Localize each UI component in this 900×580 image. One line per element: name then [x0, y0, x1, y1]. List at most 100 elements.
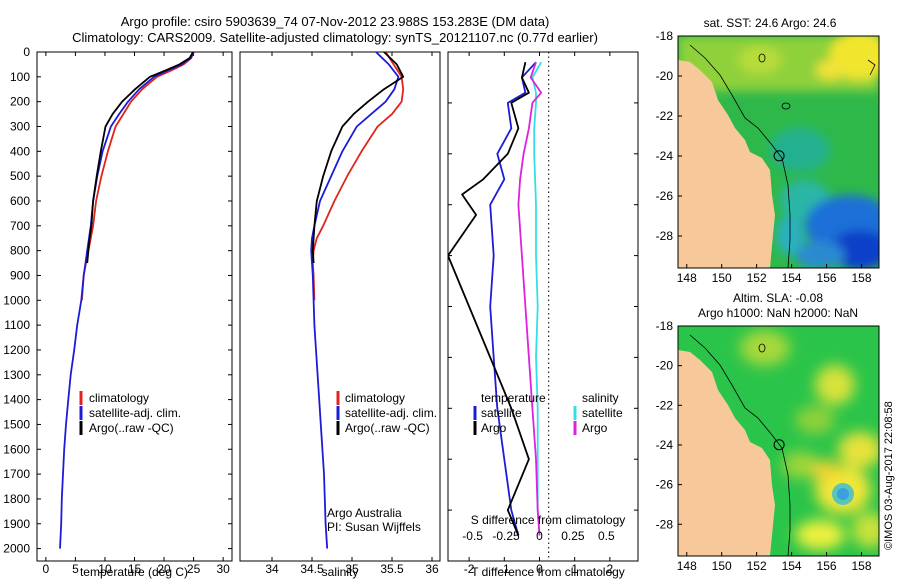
s-difference-tick-label: -0.25: [492, 529, 520, 543]
latitude-tick-label: -28: [656, 229, 674, 243]
principal-investigator-note: PI: Susan Wijffels: [327, 520, 421, 534]
latitude-tick-label: -20: [656, 69, 674, 83]
temperature-axis-ticks: 0 5 10 15 20 25 30: [43, 52, 230, 576]
longitude-tick-label: 152: [747, 271, 767, 285]
s-difference-axis-ticks: -0.5 -0.25 0 0.25 0.5: [462, 529, 615, 543]
latitude-tick-label: -24: [656, 149, 674, 163]
legend-temperature-satellite-label: satellite: [481, 406, 522, 420]
latitude-tick-label: -26: [656, 189, 674, 203]
series-line-argo-raw-qc-: [311, 52, 405, 264]
depth-tick-label: 1000: [3, 293, 30, 307]
x-tick-label: 35.5: [380, 562, 404, 576]
x-tick-label: 0: [43, 562, 50, 576]
latitude-tick-label: -26: [656, 478, 674, 492]
legend-satellite-label: satellite-adj. clim.: [89, 406, 181, 420]
depth-tick-label: 100: [10, 70, 30, 84]
series-line-salinity-argo: [517, 61, 543, 536]
sst-longitude-ticks: 148 150 152 154 156 158: [677, 264, 872, 285]
depth-tick-label: 1800: [3, 492, 30, 506]
series-line-satellite-adj-clim-: [59, 52, 195, 549]
depth-tick-label: 0: [23, 45, 30, 59]
sla-profile-location-marker: [773, 439, 785, 451]
sla-bathymetry-contour: [689, 334, 791, 556]
sla-contour-ring: [758, 343, 766, 353]
difference-axes-frame: [447, 51, 639, 562]
x-tick-label: 2: [607, 562, 614, 576]
longitude-tick-label: 158: [852, 559, 872, 573]
salinity-axis-ticks: 34 34.5 35 35.5 36: [265, 52, 439, 576]
t-difference-axis-ticks: -2 -1 0 1 2: [448, 51, 638, 576]
x-tick-label: 5: [72, 562, 79, 576]
legend-salinity-argo-label: Argo: [582, 421, 608, 435]
temperature-axis-label: temperature (deg C): [80, 565, 188, 579]
longitude-tick-label: 150: [712, 559, 732, 573]
sst-land-mass: [678, 60, 775, 268]
longitude-tick-label: 148: [677, 271, 697, 285]
depth-tick-label: 400: [10, 144, 30, 158]
x-tick-label: 34: [265, 562, 279, 576]
depth-tick-label: 2000: [3, 542, 30, 556]
sst-contour-ring: [758, 53, 766, 63]
x-tick-label: 15: [128, 562, 142, 576]
sst-profile-location-marker: [773, 150, 785, 162]
figure-title-line2: Climatology: CARS2009. Satellite-adjuste…: [72, 30, 598, 45]
depth-tick-label: 1400: [3, 393, 30, 407]
difference-legend: temperature satellite Argo salinity sate…: [473, 391, 623, 435]
latitude-tick-label: -20: [656, 359, 674, 373]
sla-map-panel: Altim. SLA: -0.08 Argo h1000: NaN h2000:…: [656, 291, 880, 573]
depth-tick-label: 1300: [3, 368, 30, 382]
s-difference-tick-label: 0: [536, 529, 543, 543]
difference-panel: -2 -1 0 1 2 temperature satellite Argo salin…: [447, 51, 639, 579]
depth-tick-label: 900: [10, 268, 30, 282]
sst-bathymetry-contour: [689, 44, 791, 268]
salinity-axes-frame: [239, 51, 441, 562]
s-difference-tick-label: 0.25: [561, 529, 585, 543]
legend-salinity-heading: salinity: [582, 391, 619, 405]
sst-latitude-ticks: -18 -20 -22 -24 -26 -28: [656, 29, 682, 243]
legend-salinity-satellite-label: satellite: [582, 406, 623, 420]
depth-tick-label: 1700: [3, 467, 30, 481]
sla-low-anomaly-core: [837, 488, 849, 500]
temperature-legend: climatology satellite-adj. clim. Argo(..…: [79, 391, 181, 435]
legend-climatology-label: climatology: [89, 391, 149, 405]
x-tick-label: 10: [98, 562, 112, 576]
legend-satellite-label: satellite-adj. clim.: [345, 406, 437, 420]
sst-map-panel: sat. SST: 24.6 Argo: 24.6 -1: [656, 16, 880, 285]
sla-map-title-line2: Argo h1000: NaN h2000: NaN: [698, 306, 858, 320]
s-difference-axis-label: S difference from climatology: [471, 513, 626, 527]
difference-profile-lines: [448, 61, 543, 536]
x-tick-label: 1: [571, 562, 578, 576]
argo-australia-note: Argo Australia: [327, 506, 402, 520]
longitude-tick-label: 158: [852, 271, 872, 285]
x-tick-label: -2: [464, 562, 475, 576]
latitude-tick-label: -22: [656, 398, 674, 412]
salinity-panel: 34 34.5 35 35.5 36 climatology satellite-adj…: [239, 51, 441, 579]
x-tick-label: 0: [536, 562, 543, 576]
depth-tick-label: 600: [10, 194, 30, 208]
temperature-panel: 0100200300400500600700800900100011001200…: [3, 45, 440, 579]
longitude-tick-label: 154: [782, 271, 802, 285]
salinity-axis-label: salinity: [322, 565, 359, 579]
latitude-tick-label: -22: [656, 109, 674, 123]
depth-tick-label: 200: [10, 95, 30, 109]
sla-land-mass: [678, 350, 775, 556]
temperature-profile-lines: [59, 52, 195, 549]
legend-temperature-heading: temperature: [481, 391, 546, 405]
legend-climatology-label: climatology: [345, 391, 405, 405]
series-line-argo-raw-qc-: [86, 52, 194, 264]
sst-map-title: sat. SST: 24.6 Argo: 24.6: [704, 16, 837, 30]
x-tick-label: -1: [499, 562, 510, 576]
x-tick-label: 20: [157, 562, 171, 576]
latitude-tick-label: -28: [656, 517, 674, 531]
salinity-legend: climatology satellite-adj. clim. Argo(..…: [336, 391, 437, 435]
depth-axis-ticks: 0 100 200 300 400 500 600 700 800 900 1000 1100 1200…: [3, 45, 440, 556]
longitude-tick-label: 156: [817, 559, 837, 573]
sla-latitude-ticks: -18 -20 -22 -24 -26 -28: [656, 319, 682, 531]
legend-argo-label: Argo(..raw -QC): [345, 421, 430, 435]
t-difference-axis-label: T difference from climatology: [471, 565, 625, 579]
s-difference-tick-label: 0.5: [598, 529, 615, 543]
sla-map-title-line1: Altim. SLA: -0.08: [733, 291, 823, 305]
series-line-salinity-satellite: [531, 61, 542, 536]
latitude-tick-label: -18: [656, 29, 674, 43]
